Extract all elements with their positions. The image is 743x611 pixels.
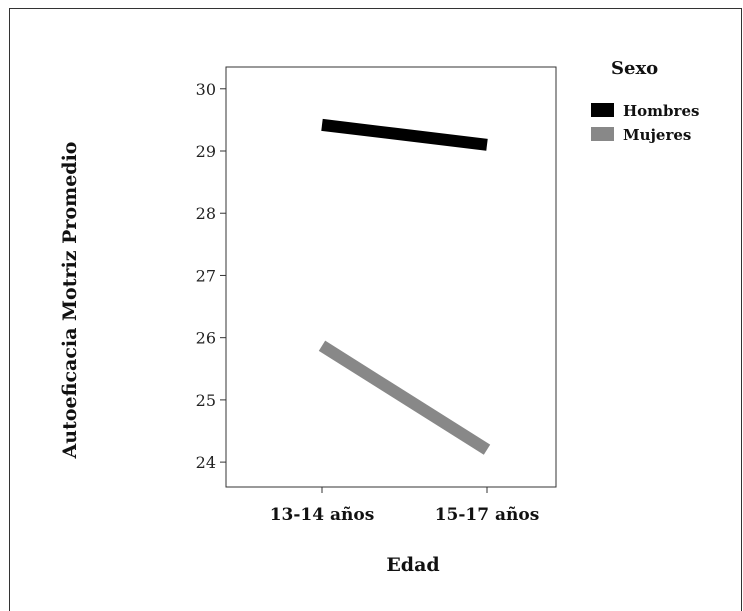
- y-axis-title: Autoeficacia Motriz Promedio: [59, 142, 81, 460]
- x-tick-label: 15-17 años: [435, 505, 540, 525]
- figure-frame: [9, 8, 742, 611]
- x-axis: 13-14 años 15-17 años: [270, 487, 540, 525]
- y-tick-label: 24: [196, 453, 216, 472]
- y-axis: 24 25 26 27 28 29 30: [196, 80, 226, 472]
- legend-label-hombres: Hombres: [623, 102, 699, 120]
- y-tick-label: 30: [196, 80, 216, 99]
- legend: Sexo Hombres Mujeres: [591, 58, 699, 144]
- legend-swatch-hombres: [591, 103, 614, 117]
- legend-label-mujeres: Mujeres: [623, 126, 691, 144]
- y-tick-label: 28: [196, 204, 216, 223]
- plot-area: [225, 66, 557, 488]
- x-tick-label: 13-14 años: [270, 505, 375, 525]
- x-axis-title: Edad: [386, 554, 439, 576]
- legend-swatch-mujeres: [591, 127, 614, 141]
- series-lines: [318, 118, 491, 455]
- y-tick-label: 26: [196, 329, 216, 348]
- y-tick-label: 27: [196, 266, 216, 285]
- series-line-mujeres: [318, 340, 491, 455]
- legend-title: Sexo: [611, 58, 658, 79]
- plot-border: [225, 66, 557, 488]
- series-line-hombres: [321, 118, 488, 151]
- y-tick-label: 25: [196, 391, 216, 410]
- y-tick-label: 29: [196, 142, 216, 161]
